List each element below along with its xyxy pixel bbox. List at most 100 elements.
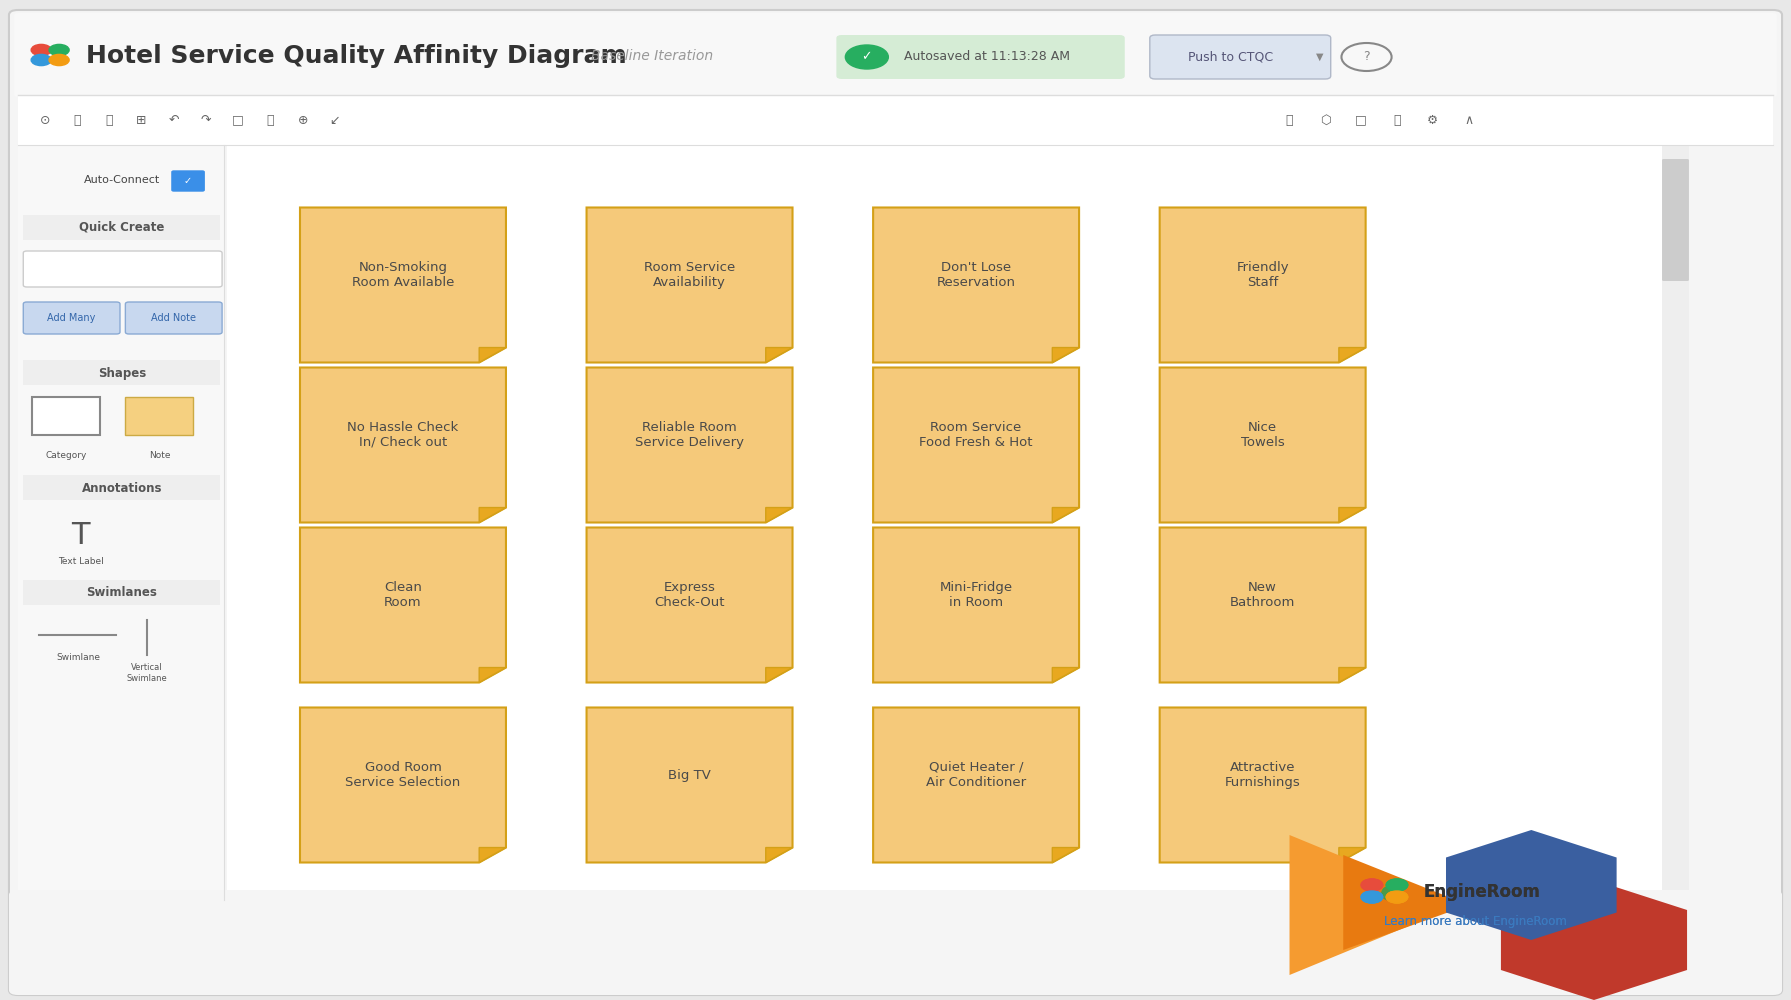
Text: Good Room
Service Selection: Good Room Service Selection xyxy=(346,761,460,789)
Text: Learn more about EngineRoom: Learn more about EngineRoom xyxy=(1384,916,1567,928)
Text: ⊞: ⊞ xyxy=(136,113,147,126)
Text: Non-Smoking
Room Available: Non-Smoking Room Available xyxy=(351,261,455,289)
Text: Swimlane: Swimlane xyxy=(57,654,100,662)
FancyBboxPatch shape xyxy=(836,35,1125,79)
Text: Hotel Service Quality Affinity Diagram: Hotel Service Quality Affinity Diagram xyxy=(86,44,627,68)
Polygon shape xyxy=(1161,708,1365,862)
Text: Annotations: Annotations xyxy=(82,482,161,494)
Text: 📷: 📷 xyxy=(73,113,81,126)
Polygon shape xyxy=(587,208,792,362)
Circle shape xyxy=(48,44,70,56)
FancyBboxPatch shape xyxy=(1662,145,1689,900)
FancyBboxPatch shape xyxy=(18,95,1773,145)
Text: Don't Lose
Reservation: Don't Lose Reservation xyxy=(937,261,1015,289)
Circle shape xyxy=(1386,879,1408,891)
Text: ⊙: ⊙ xyxy=(39,113,50,126)
Text: Reliable Room
Service Delivery: Reliable Room Service Delivery xyxy=(636,421,743,449)
FancyBboxPatch shape xyxy=(9,10,1782,995)
Text: Nice
Towels: Nice Towels xyxy=(1241,421,1284,449)
Polygon shape xyxy=(874,367,1078,522)
Text: Swimlanes: Swimlanes xyxy=(86,586,158,599)
Polygon shape xyxy=(1343,855,1469,950)
Circle shape xyxy=(845,45,888,69)
Text: No Hassle Check
In/ Check out: No Hassle Check In/ Check out xyxy=(347,421,458,449)
FancyBboxPatch shape xyxy=(18,145,224,900)
Text: ✓: ✓ xyxy=(184,176,192,186)
Text: ●: ● xyxy=(1379,882,1397,902)
Text: ⚙: ⚙ xyxy=(1427,113,1438,126)
Polygon shape xyxy=(480,848,507,862)
Circle shape xyxy=(1361,879,1383,891)
Text: Push to CTQC: Push to CTQC xyxy=(1187,50,1273,64)
Text: Text Label: Text Label xyxy=(57,558,104,566)
Text: Quick Create: Quick Create xyxy=(79,221,165,233)
Polygon shape xyxy=(767,348,792,362)
Text: 🏷: 🏷 xyxy=(1286,113,1293,126)
FancyBboxPatch shape xyxy=(9,890,1782,995)
Text: ⊕: ⊕ xyxy=(297,113,308,126)
Text: Add Many: Add Many xyxy=(47,313,97,323)
Circle shape xyxy=(1386,879,1408,891)
Text: Attractive
Furnishings: Attractive Furnishings xyxy=(1225,761,1300,789)
Text: □: □ xyxy=(1356,113,1367,126)
Polygon shape xyxy=(767,668,792,682)
Text: Vertical
Swimlane: Vertical Swimlane xyxy=(127,663,167,683)
FancyBboxPatch shape xyxy=(125,302,222,334)
Text: Mini-Fridge
in Room: Mini-Fridge in Room xyxy=(940,581,1012,609)
FancyBboxPatch shape xyxy=(23,580,220,605)
Polygon shape xyxy=(480,348,507,362)
Circle shape xyxy=(1386,891,1408,903)
Text: ⬡: ⬡ xyxy=(1320,113,1331,126)
Polygon shape xyxy=(301,708,507,862)
Text: Shapes: Shapes xyxy=(99,366,145,379)
Text: ↶: ↶ xyxy=(168,113,179,126)
Polygon shape xyxy=(1290,835,1460,975)
Circle shape xyxy=(1361,891,1383,903)
FancyBboxPatch shape xyxy=(32,397,100,435)
Circle shape xyxy=(30,54,52,66)
FancyBboxPatch shape xyxy=(172,171,204,191)
Text: ↙: ↙ xyxy=(330,113,340,126)
Polygon shape xyxy=(1053,668,1078,682)
Polygon shape xyxy=(874,208,1078,362)
Polygon shape xyxy=(1161,527,1365,682)
Polygon shape xyxy=(301,527,507,682)
Text: □: □ xyxy=(233,113,244,126)
Text: Add Note: Add Note xyxy=(150,313,197,323)
Text: Category: Category xyxy=(45,450,88,460)
Polygon shape xyxy=(587,708,792,862)
FancyBboxPatch shape xyxy=(23,475,220,500)
Polygon shape xyxy=(874,708,1078,862)
Text: Friendly
Staff: Friendly Staff xyxy=(1236,261,1290,289)
Text: Room Service
Availability: Room Service Availability xyxy=(645,261,734,289)
Text: Room Service
Food Fresh & Hot: Room Service Food Fresh & Hot xyxy=(919,421,1033,449)
Circle shape xyxy=(1386,891,1408,903)
Polygon shape xyxy=(767,848,792,862)
Polygon shape xyxy=(1340,508,1365,522)
Polygon shape xyxy=(587,367,792,522)
Polygon shape xyxy=(1340,848,1365,862)
FancyBboxPatch shape xyxy=(23,360,220,385)
FancyBboxPatch shape xyxy=(23,302,120,334)
Text: ⬜: ⬜ xyxy=(267,113,274,126)
Polygon shape xyxy=(301,208,507,362)
Text: Learn more about EngineRoom: Learn more about EngineRoom xyxy=(1384,916,1567,928)
Polygon shape xyxy=(1340,668,1365,682)
FancyBboxPatch shape xyxy=(23,215,220,240)
Text: ↷: ↷ xyxy=(201,113,211,126)
Text: EngineRoom: EngineRoom xyxy=(1424,883,1540,901)
Text: ?: ? xyxy=(1363,50,1370,64)
Polygon shape xyxy=(1161,367,1365,522)
FancyBboxPatch shape xyxy=(14,13,1777,97)
FancyBboxPatch shape xyxy=(1150,35,1331,79)
Text: Express
Check-Out: Express Check-Out xyxy=(654,581,725,609)
Text: Baseline Iteration: Baseline Iteration xyxy=(591,49,713,63)
FancyBboxPatch shape xyxy=(125,397,193,435)
Text: ✓: ✓ xyxy=(861,50,872,64)
Text: New
Bathroom: New Bathroom xyxy=(1230,581,1295,609)
Text: Clean
Room: Clean Room xyxy=(383,581,423,609)
Text: EngineRoom: EngineRoom xyxy=(1424,883,1540,901)
Text: 👤: 👤 xyxy=(1393,113,1401,126)
Text: ∧: ∧ xyxy=(1463,113,1474,126)
FancyBboxPatch shape xyxy=(1662,159,1689,281)
